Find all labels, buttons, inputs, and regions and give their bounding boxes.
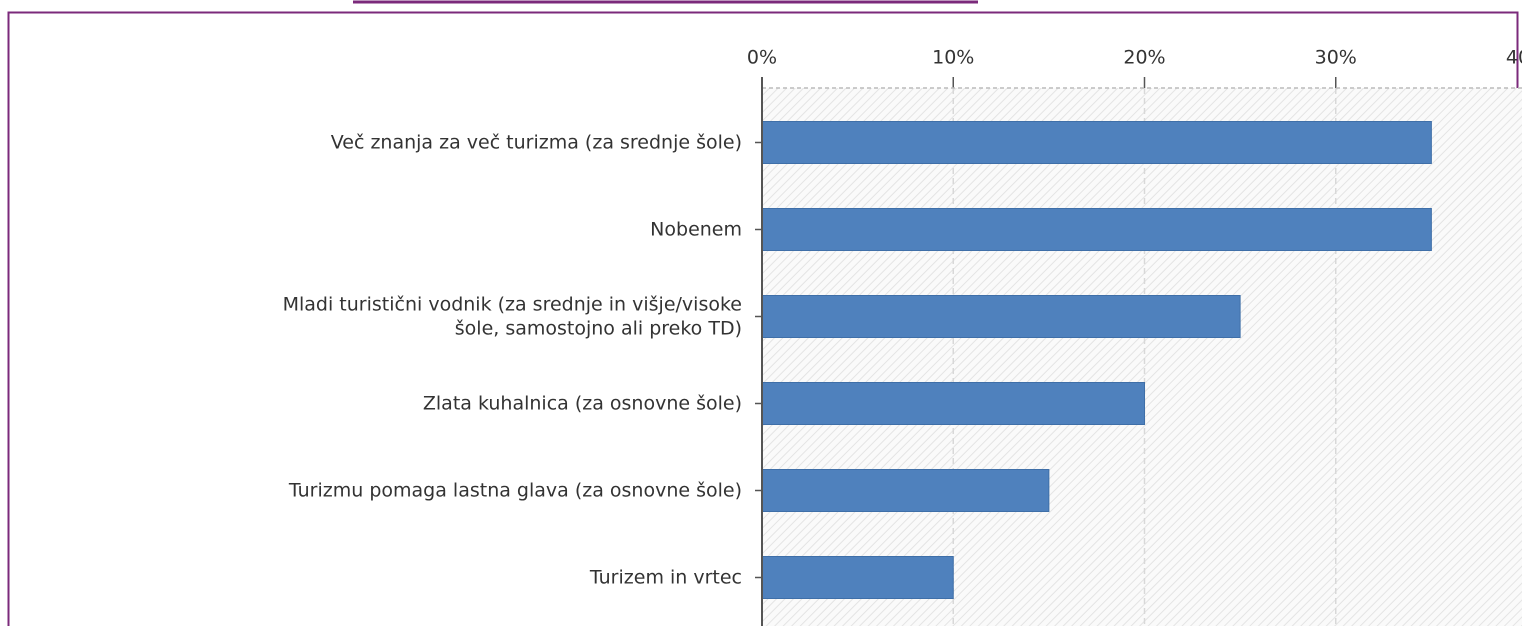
bar — [761, 382, 1145, 425]
bar — [761, 121, 1432, 164]
x-tick-label: 0% — [747, 47, 777, 69]
bar — [761, 208, 1432, 251]
x-tick-label: 40% — [1506, 47, 1522, 69]
plot-area — [762, 88, 1522, 626]
y-tick-label: Mladi turistični vodnik (za srednje in v… — [283, 293, 742, 339]
bar — [761, 469, 1050, 512]
x-tick-label: 30% — [1315, 47, 1357, 69]
x-tick-label: 10% — [932, 47, 974, 69]
y-tick-label: Nobenem — [650, 218, 742, 240]
y-tick-label: Turizem in vrtec — [589, 566, 742, 588]
bar — [761, 556, 954, 599]
y-tick-label: Turizmu pomaga lastna glava (za osnovne … — [288, 479, 742, 501]
y-tick-label: Več znanja za več turizma (za srednje šo… — [331, 131, 742, 153]
x-tick-label: 20% — [1123, 47, 1165, 69]
bar — [761, 295, 1241, 338]
y-tick-label: Zlata kuhalnica (za osnovne šole) — [423, 392, 742, 414]
